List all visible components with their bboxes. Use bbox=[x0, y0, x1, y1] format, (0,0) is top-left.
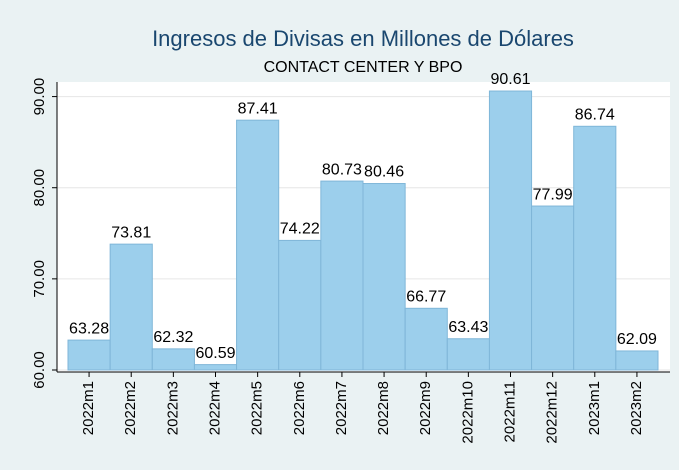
bar bbox=[488, 90, 533, 371]
x-tick-label: 2022m4 bbox=[206, 381, 223, 435]
x-tick-label: 2022m6 bbox=[291, 381, 308, 435]
data-label: 62.09 bbox=[617, 331, 657, 348]
bar bbox=[109, 243, 153, 371]
y-tick-label: 70.00 bbox=[31, 260, 48, 298]
x-tick-label: 2022m10 bbox=[459, 381, 476, 444]
data-label: 62.32 bbox=[153, 329, 193, 346]
x-tick-label: 2022m8 bbox=[375, 381, 392, 435]
data-label: 66.77 bbox=[406, 289, 446, 306]
bar bbox=[193, 364, 238, 371]
bar bbox=[615, 350, 659, 371]
bar bbox=[573, 125, 617, 371]
bar bbox=[531, 205, 575, 371]
bar bbox=[278, 239, 322, 371]
x-tick-label: 2022m1 bbox=[80, 381, 97, 435]
x-tick-label: 2023m2 bbox=[628, 381, 645, 435]
data-label: 63.43 bbox=[448, 319, 488, 336]
x-tick-label: 2022m12 bbox=[544, 381, 561, 444]
data-label: 74.22 bbox=[280, 221, 320, 238]
data-label: 86.74 bbox=[575, 107, 615, 124]
data-label: 87.41 bbox=[238, 100, 278, 117]
y-tick-label: 90.00 bbox=[31, 78, 48, 116]
chart-title: Ingresos de Divisas en Millones de Dólar… bbox=[152, 26, 574, 51]
bar bbox=[404, 307, 448, 371]
x-tick-label: 2022m7 bbox=[333, 381, 350, 435]
bar bbox=[236, 119, 280, 371]
bar bbox=[446, 338, 490, 371]
bar bbox=[320, 180, 364, 371]
data-label: 63.28 bbox=[69, 320, 109, 337]
data-label: 90.61 bbox=[490, 71, 530, 88]
x-tick-label: 2022m2 bbox=[122, 381, 139, 435]
x-tick-label: 2022m5 bbox=[249, 381, 266, 435]
x-tick-label: 2023m1 bbox=[586, 381, 603, 435]
chart-subtitle: CONTACT CENTER Y BPO bbox=[264, 59, 463, 76]
bar bbox=[362, 183, 406, 371]
data-label: 80.46 bbox=[364, 164, 404, 181]
y-tick-label: 80.00 bbox=[31, 169, 48, 207]
bar bbox=[151, 348, 195, 371]
x-tick-label: 2022m9 bbox=[417, 381, 434, 435]
y-tick-label: 60.00 bbox=[31, 351, 48, 389]
x-tick-label: 2022m3 bbox=[164, 381, 181, 435]
bar bbox=[67, 339, 111, 371]
data-label: 80.73 bbox=[322, 161, 362, 178]
data-label: 60.59 bbox=[195, 345, 235, 362]
data-label: 77.99 bbox=[533, 186, 573, 203]
data-label: 73.81 bbox=[111, 224, 151, 241]
x-tick-label: 2022m11 bbox=[501, 381, 518, 442]
